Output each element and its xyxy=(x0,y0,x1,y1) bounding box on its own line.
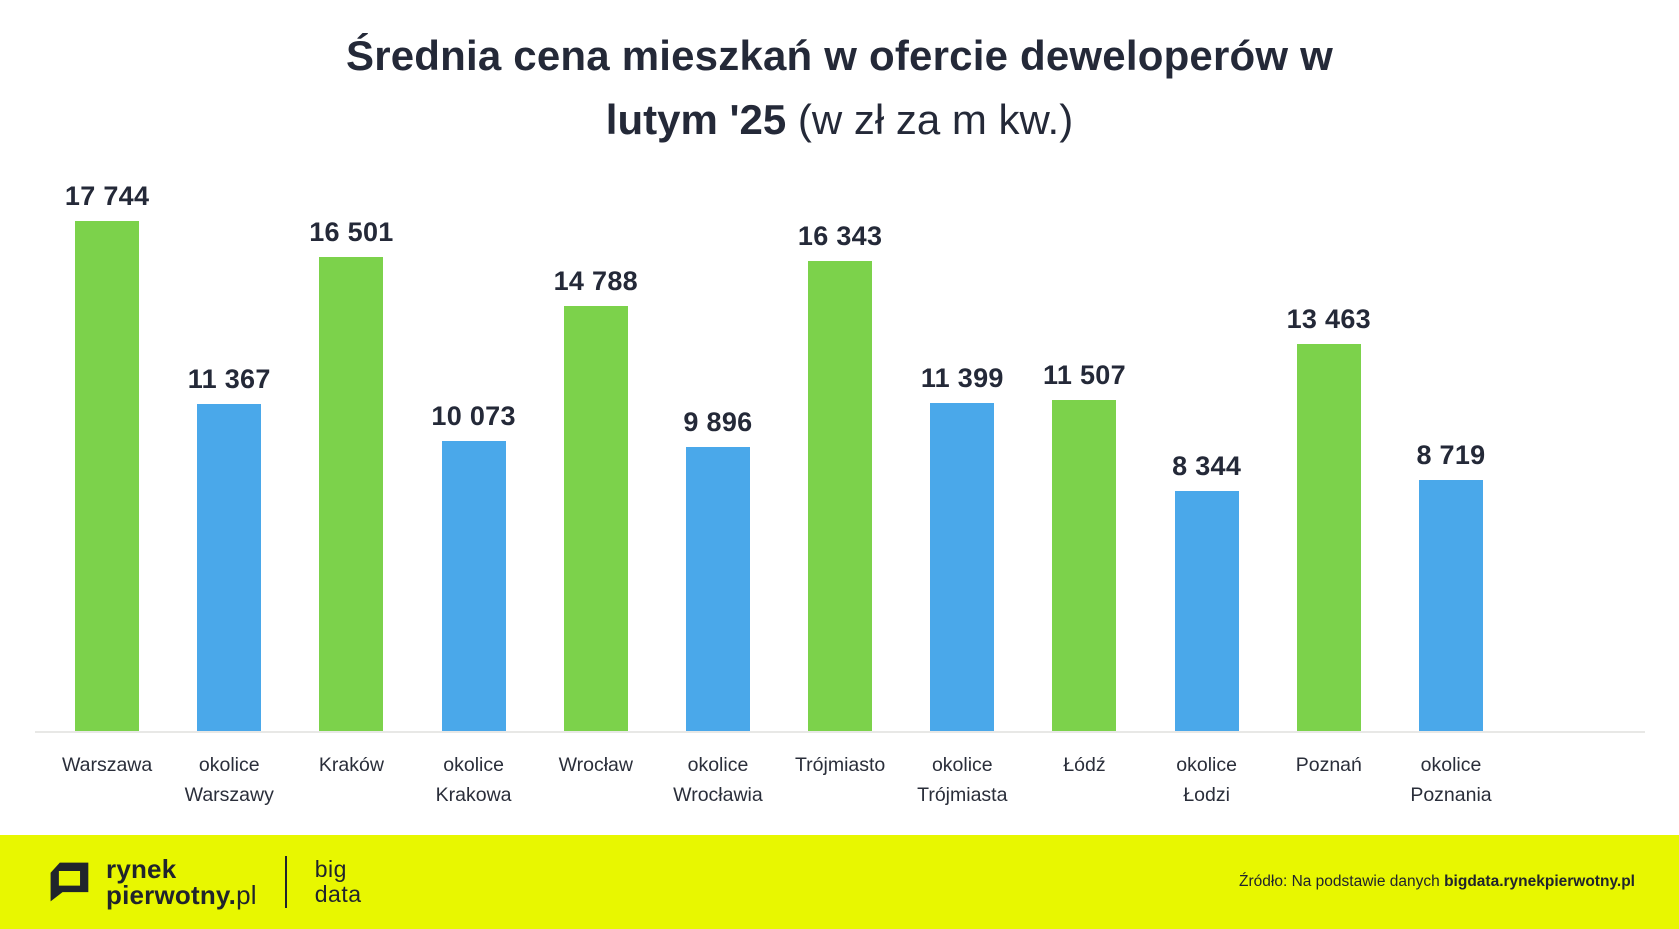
bar-value-label: 10 073 xyxy=(431,401,516,431)
rynekpierwotny-logo-icon xyxy=(50,862,89,902)
bar-value-label: 8 719 xyxy=(1416,440,1486,470)
bar xyxy=(75,221,140,731)
bar-column: 10 073 xyxy=(413,166,535,731)
x-axis-labels: Warszawa okolice Warszawy Kraków okolice Krak… xyxy=(46,750,1512,810)
x-axis-label: okolice Warszawy xyxy=(184,754,274,806)
bar-value-label: 8 344 xyxy=(1172,451,1242,481)
chart-title-line2: lutym '25 (w zł za m kw.) xyxy=(0,88,1679,152)
bar-column: 13 463 xyxy=(1268,166,1390,731)
bar xyxy=(930,403,995,731)
source-link[interactable]: bigdata.rynekpierwotny.pl xyxy=(1444,873,1635,890)
brand-line2-bold: pierwotny. xyxy=(106,880,237,910)
footer-divider xyxy=(284,856,287,908)
x-axis-label: Poznań xyxy=(1295,754,1362,776)
bar-value-label: 17 744 xyxy=(64,181,150,211)
bar-column: 11 399 xyxy=(901,166,1023,731)
x-axis-label: okolice Wrocławia xyxy=(673,754,763,806)
bigdata-line1: big xyxy=(314,856,347,882)
bar-value-label: 9 896 xyxy=(683,407,753,437)
chart-title-unit: (w zł za m kw.) xyxy=(786,96,1074,143)
bar-column: 9 896 xyxy=(657,166,779,731)
bar xyxy=(685,447,750,731)
bar xyxy=(319,257,384,731)
bar xyxy=(441,441,506,731)
bar-value-label: 14 788 xyxy=(553,266,638,296)
x-axis-label: okolice Łodzi xyxy=(1176,754,1237,806)
bar xyxy=(1052,400,1117,731)
bar xyxy=(1418,480,1483,731)
chart-title-line1: Średnia cena mieszkań w ofercie dewelope… xyxy=(345,32,1334,79)
bar-value-label: 16 501 xyxy=(309,217,394,247)
bar-value-label: 11 367 xyxy=(187,364,271,394)
bar-column: 11 367 xyxy=(168,166,290,731)
x-axis-label: Trójmiasto xyxy=(794,754,886,776)
bar-column: 17 744 xyxy=(46,166,168,731)
bar-value-label: 11 507 xyxy=(1043,360,1126,390)
source-note: Źródło: Na podstawie danych bigdata.ryne… xyxy=(1239,873,1635,891)
x-axis-line xyxy=(35,731,1645,733)
bar xyxy=(563,306,628,731)
x-axis-label: Kraków xyxy=(318,754,384,776)
x-axis-label: Warszawa xyxy=(61,754,153,776)
brand-block: rynek pierwotny.pl big data xyxy=(46,856,362,908)
bar xyxy=(808,261,873,731)
bar xyxy=(1174,491,1239,731)
bar-column: 8 719 xyxy=(1390,166,1512,731)
footer-bar: rynek pierwotny.pl big data Źródło: Na p… xyxy=(0,835,1679,929)
bar-column: 16 343 xyxy=(779,166,901,731)
bar-column: 14 788 xyxy=(535,166,657,731)
bar-chart: 17 744 11 367 16 501 10 073 14 788 9 896 16 34… xyxy=(46,166,1512,731)
brand-line2: pierwotny.pl xyxy=(106,882,257,908)
source-prefix: Źródło: Na podstawie danych xyxy=(1239,873,1445,890)
bigdata-line2: data xyxy=(314,881,362,907)
bigdata-wordmark: big data xyxy=(315,857,362,907)
x-axis-label: Łódź xyxy=(1063,754,1106,776)
bar-value-label: 16 343 xyxy=(797,221,883,251)
bar xyxy=(197,404,262,731)
x-axis-label: okolice Trójmiasta xyxy=(917,754,1008,806)
bar xyxy=(1296,344,1361,731)
bar-column: 8 344 xyxy=(1146,166,1268,731)
bar-value-label: 11 399 xyxy=(920,363,1004,393)
chart-title-period: lutym '25 xyxy=(605,96,787,143)
x-axis-label: okolice Poznania xyxy=(1410,754,1492,806)
x-axis-label: okolice Krakowa xyxy=(435,754,512,806)
brand-wordmark: rynek pierwotny.pl xyxy=(106,856,257,908)
bar-value-label: 13 463 xyxy=(1286,304,1371,334)
chart-title: Średnia cena mieszkań w ofercie dewelope… xyxy=(0,24,1679,152)
brand-line2-tld: pl xyxy=(236,880,257,910)
bar-column: 16 501 xyxy=(290,166,412,731)
x-axis-label: Wrocław xyxy=(558,754,633,776)
brand-line1: rynek xyxy=(106,854,177,884)
bar-column: 11 507 xyxy=(1023,166,1145,731)
